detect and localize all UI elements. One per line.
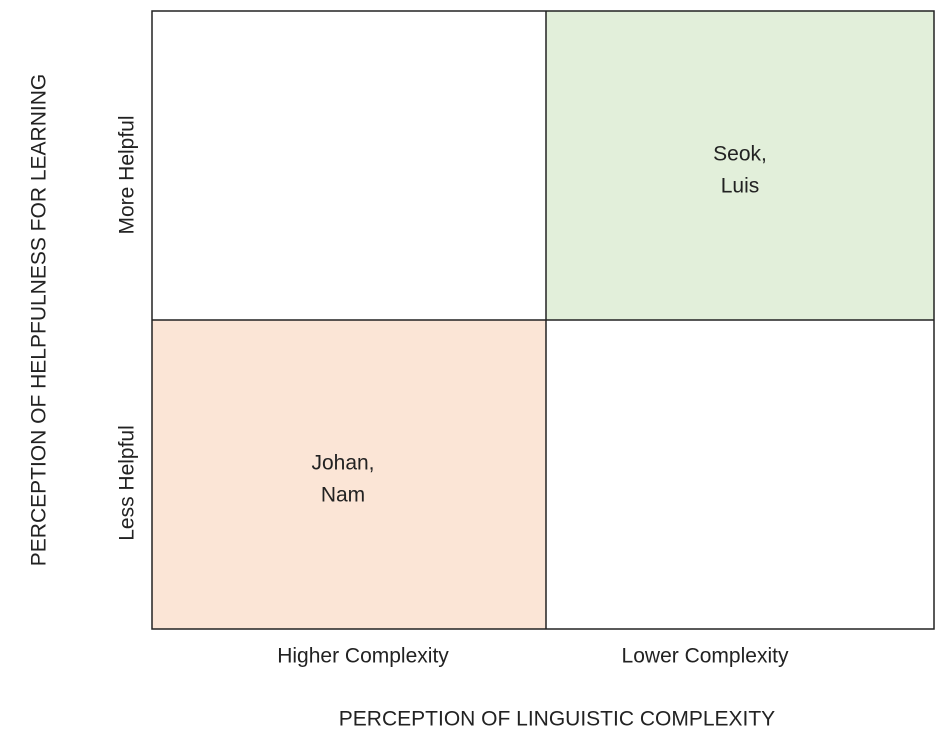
quadrant-bottom-left [152, 320, 546, 629]
cell-text: Seok, [713, 143, 767, 166]
column-label: Lower Complexity [622, 645, 789, 668]
row-label: More Helpful [116, 115, 139, 234]
x-axis-title: PERCEPTION OF LINGUISTIC COMPLEXITY [339, 708, 775, 731]
cell-text: Nam [321, 484, 365, 507]
quadrant-top-right [546, 11, 934, 320]
cell-text: Luis [721, 175, 760, 198]
column-label: Higher Complexity [277, 645, 449, 668]
cell-text: Johan, [311, 452, 374, 475]
y-axis-title: PERCEPTION OF HELPFULNESS FOR LEARNING [28, 74, 51, 566]
row-label: Less Helpful [116, 425, 139, 541]
